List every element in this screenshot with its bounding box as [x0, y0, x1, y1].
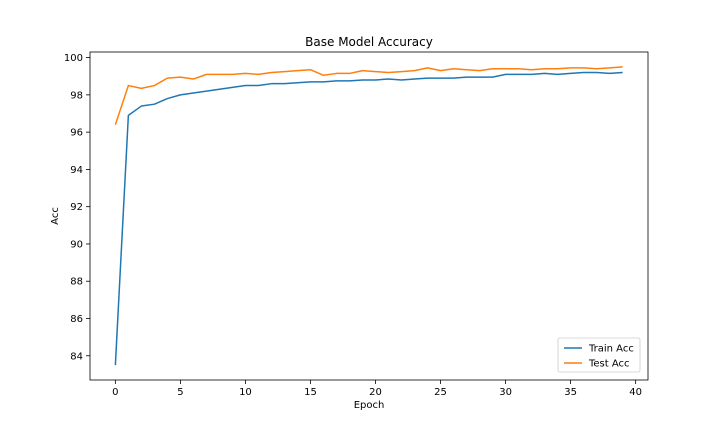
y-tick-label: 98	[70, 90, 83, 101]
y-tick-label: 96	[70, 128, 83, 139]
y-axis-label: Acc	[50, 207, 61, 225]
y-tick-label: 86	[70, 314, 83, 325]
series-line-train-acc	[114, 71, 623, 366]
y-tick-label: 88	[70, 277, 83, 288]
x-tick-label: 40	[629, 387, 642, 398]
chart-title: Base Model Accuracy	[305, 35, 433, 49]
y-tick-label: 90	[70, 239, 83, 250]
plot-area: 0 5 10 15 20 25 30 35 40 84 86 88 90 92 94 96 98 100 Train…	[64, 51, 649, 398]
series-line-test-acc	[114, 66, 623, 125]
x-tick-label: 30	[499, 387, 512, 398]
axes-frame	[89, 51, 649, 381]
y-tick-label: 100	[64, 53, 83, 64]
x-tick-label: 35	[564, 387, 577, 398]
x-tick-label: 10	[239, 387, 252, 398]
y-tick-label: 84	[70, 351, 83, 362]
x-tick-label: 5	[177, 387, 183, 398]
legend-label-test-acc: Test Acc	[588, 359, 630, 370]
x-tick-label: 15	[304, 387, 317, 398]
y-tick-label: 92	[70, 202, 83, 213]
x-axis-label: Epoch	[354, 400, 385, 411]
x-tick-label: 0	[112, 387, 118, 398]
y-tick-label: 94	[70, 165, 83, 176]
legend-label-train-acc: Train Acc	[588, 344, 634, 355]
x-tick-label: 20	[369, 387, 382, 398]
x-tick-label: 25	[434, 387, 447, 398]
